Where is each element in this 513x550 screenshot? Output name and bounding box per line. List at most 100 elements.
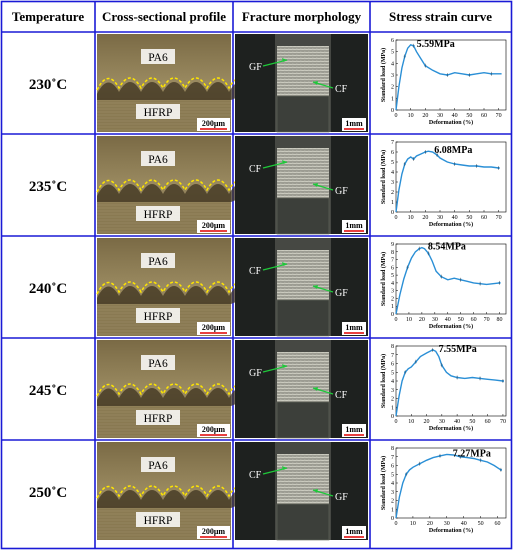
hfrp-label: HFRP xyxy=(144,311,173,323)
y-tick-label: 0 xyxy=(391,414,394,420)
y-tick-label: 8 xyxy=(391,446,394,452)
x-tick-label: 30 xyxy=(439,419,445,425)
x-tick-label: 30 xyxy=(444,521,450,527)
x-tick-label: 10 xyxy=(410,521,416,527)
stress-curve xyxy=(395,150,499,213)
temperature-label: 235˚C xyxy=(29,179,67,195)
fracture-label-left: GF xyxy=(249,368,262,379)
x-tick-label: 40 xyxy=(461,521,467,527)
fracture-label-right: GF xyxy=(335,186,348,197)
x-tick-label: 40 xyxy=(452,215,458,221)
x-tick-label: 60 xyxy=(481,113,487,119)
y-tick-label: 1 xyxy=(391,200,394,206)
plot-frame xyxy=(395,141,507,213)
pa6-label: PA6 xyxy=(148,52,168,64)
x-tick-label: 0 xyxy=(395,419,398,425)
y-tick-label: 5 xyxy=(391,50,394,56)
x-tick-label: 40 xyxy=(452,113,458,119)
fiber-bundle xyxy=(277,148,329,198)
header-stress-strain: Stress strain curve xyxy=(389,9,492,24)
fracture-label-left: CF xyxy=(249,164,262,175)
y-tick-label: 1 xyxy=(391,96,394,102)
interface-line xyxy=(96,485,252,499)
fiber-bundle xyxy=(277,454,329,504)
y-tick-label: 6 xyxy=(391,38,394,44)
scale-bar-label: 200μm xyxy=(202,527,226,536)
cross-section-image: PA6 HFRP 200μm xyxy=(96,34,252,132)
plot-frame xyxy=(395,345,507,417)
header-fracture: Fracture morphology xyxy=(242,9,362,24)
pa6-label: PA6 xyxy=(148,154,168,166)
fracture-scale-label: 1mm xyxy=(345,119,363,128)
peak-label: 6.08MPa xyxy=(434,145,472,156)
pa6-label: PA6 xyxy=(148,358,168,370)
x-tick-label: 50 xyxy=(458,317,464,323)
y-tick-label: 6 xyxy=(391,150,394,156)
x-tick-label: 20 xyxy=(422,215,428,221)
peak-label: 5.59MPa xyxy=(417,39,455,50)
fracture-image: GF CF 1mm xyxy=(235,340,368,439)
scale-bar-label: 200μm xyxy=(202,119,226,128)
peak-label: 7.27MPa xyxy=(453,448,491,459)
y-axis-label: Standard load (MPa) xyxy=(380,48,387,102)
x-axis-label: Deformation (%) xyxy=(429,425,473,432)
x-tick-label: 0 xyxy=(395,113,398,119)
stress-strain-chart: 0 10 20 30 40 50 60 70 0 1 2 3 4 5 6 7 Deformation (%) St… xyxy=(380,140,507,228)
y-tick-label: 0 xyxy=(391,312,394,318)
x-tick-label: 70 xyxy=(496,113,502,119)
fiber-bundle xyxy=(277,250,329,300)
fracture-label-right: GF xyxy=(335,288,348,299)
x-tick-label: 60 xyxy=(485,419,491,425)
fracture-scale-label: 1mm xyxy=(345,323,363,332)
fracture-scale-label: 1mm xyxy=(345,425,363,434)
interface-line xyxy=(96,281,252,295)
scale-bar-label: 200μm xyxy=(202,221,226,230)
pa6-label: PA6 xyxy=(148,460,168,472)
fracture-label-left: GF xyxy=(249,62,262,73)
x-tick-label: 50 xyxy=(466,215,472,221)
y-tick-label: 3 xyxy=(391,388,394,394)
y-tick-label: 9 xyxy=(391,242,394,248)
x-tick-label: 50 xyxy=(478,521,484,527)
fracture-scale-label: 1mm xyxy=(345,221,363,230)
y-tick-label: 5 xyxy=(391,472,394,478)
y-tick-label: 8 xyxy=(391,250,394,256)
y-tick-label: 4 xyxy=(391,379,394,385)
x-tick-label: 70 xyxy=(496,215,502,221)
x-tick-label: 30 xyxy=(432,317,438,323)
stress-curve xyxy=(395,453,502,519)
y-tick-label: 5 xyxy=(391,160,394,166)
temperature-label: 240˚C xyxy=(29,281,67,297)
stress-curve xyxy=(395,246,500,315)
fracture-label-left: CF xyxy=(249,266,262,277)
y-axis-label: Standard load (MPa) xyxy=(380,252,387,306)
y-tick-label: 2 xyxy=(391,499,394,505)
x-tick-label: 80 xyxy=(497,317,503,323)
header-temperature: Temperature xyxy=(12,9,84,24)
fracture-image: CF GF 1mm xyxy=(235,136,368,235)
y-tick-label: 4 xyxy=(391,170,394,176)
x-tick-label: 10 xyxy=(408,419,414,425)
x-axis-label: Deformation (%) xyxy=(429,323,473,330)
y-tick-label: 5 xyxy=(391,273,394,279)
fracture-label-right: CF xyxy=(335,390,348,401)
y-tick-label: 6 xyxy=(391,362,394,368)
x-tick-label: 40 xyxy=(454,419,460,425)
x-axis-label: Deformation (%) xyxy=(429,527,473,534)
x-tick-label: 70 xyxy=(500,419,506,425)
x-tick-label: 60 xyxy=(481,215,487,221)
y-tick-label: 2 xyxy=(391,296,394,302)
result-row: 250˚C PA6 HFRP 200μm CF GF 1mm 0 10 20 30 40 50 60 0 1 2… xyxy=(29,442,507,541)
temperature-label: 230˚C xyxy=(29,77,67,93)
cross-section-image: PA6 HFRP 200μm xyxy=(96,136,252,234)
stress-strain-chart: 0 10 20 30 40 50 60 0 1 2 3 4 5 6 7 8 Deformation (%) Sta… xyxy=(380,446,507,534)
stress-curve xyxy=(395,349,503,417)
y-tick-label: 6 xyxy=(391,265,394,271)
plot-frame xyxy=(395,39,507,111)
y-tick-label: 7 xyxy=(391,258,394,264)
